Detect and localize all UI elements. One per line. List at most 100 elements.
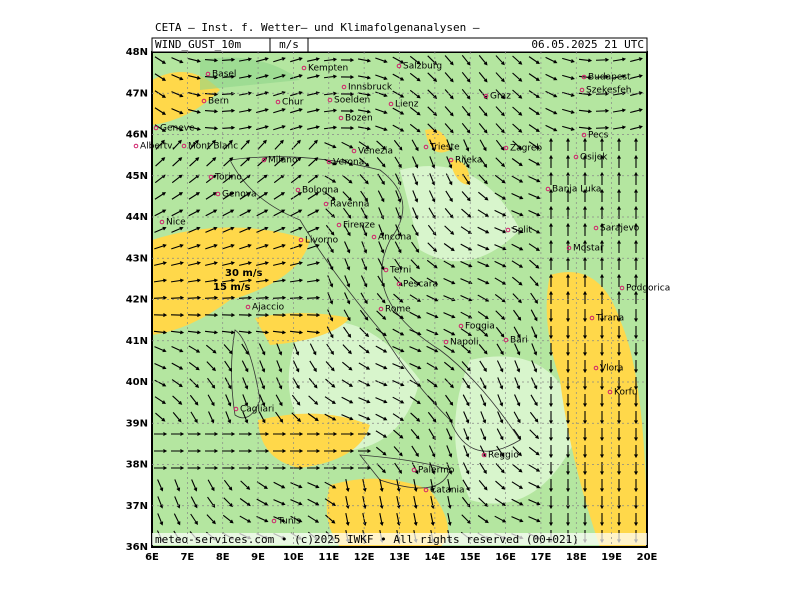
- wind-arrow: [545, 56, 558, 64]
- wind-arrow: [256, 125, 269, 131]
- wind-arrow: [617, 326, 621, 340]
- wind-arrow: [428, 190, 436, 203]
- wind-arrow: [221, 278, 236, 283]
- wind-arrow: [528, 193, 541, 200]
- wind-arrow: [225, 411, 232, 424]
- city-marker: [566, 245, 572, 251]
- lon-label: 9E: [251, 552, 265, 563]
- lon-label: 19E: [601, 552, 622, 563]
- wind-arrow: [171, 57, 184, 64]
- wind-arrow: [531, 343, 538, 356]
- wind-arrow: [612, 57, 627, 62]
- wind-arrow: [306, 313, 321, 318]
- wind-arrow: [549, 154, 553, 168]
- wind-arrow: [549, 377, 553, 391]
- wind-arrow: [494, 174, 506, 184]
- city-marker: [205, 71, 211, 77]
- wind-arrow: [273, 57, 286, 63]
- wind-arrow: [393, 429, 404, 439]
- wind-arrow: [446, 445, 453, 458]
- wind-field: [152, 52, 647, 547]
- city-label: Venezia: [358, 147, 393, 157]
- wind-arrow: [324, 175, 337, 183]
- wind-arrow: [222, 449, 236, 453]
- wind-arrow: [461, 122, 471, 134]
- wind-arrow: [478, 191, 489, 201]
- city-label: Nice: [166, 218, 186, 228]
- wind-arrow: [171, 108, 184, 115]
- wind-arrow: [495, 157, 506, 168]
- city-label: Chur: [282, 98, 304, 108]
- wind-arrow: [289, 330, 304, 335]
- wind-arrow: [600, 326, 604, 340]
- wind-arrow: [171, 362, 184, 370]
- wind-arrow: [323, 57, 338, 62]
- wind-arrow: [444, 55, 454, 66]
- wind-arrow: [494, 244, 507, 251]
- wind-arrow: [634, 154, 638, 168]
- wind-arrow: [341, 158, 354, 166]
- wind-arrow: [206, 361, 216, 372]
- wind-arrow: [327, 292, 334, 305]
- wind-arrow: [392, 346, 405, 353]
- wind-arrow: [225, 394, 232, 407]
- wind-arrow: [345, 479, 350, 493]
- wind-arrow: [342, 344, 352, 355]
- wind-arrow: [187, 330, 202, 335]
- city-marker: [423, 487, 429, 493]
- wind-arrow: [290, 226, 303, 233]
- lat-label: 44N: [126, 212, 148, 223]
- wind-arrow: [172, 412, 182, 423]
- lon-label: 10E: [283, 552, 304, 563]
- wind-arrow: [494, 209, 507, 217]
- wind-arrow: [376, 310, 387, 320]
- wind-arrow: [342, 191, 352, 202]
- wind-arrow: [479, 139, 487, 152]
- wind-arrow: [308, 157, 319, 167]
- wind-arrow: [377, 190, 385, 203]
- city-marker: [607, 389, 613, 395]
- wind-arrow: [205, 261, 218, 266]
- wind-arrow: [444, 378, 454, 389]
- wind-arrow: [272, 278, 287, 283]
- city-marker: [233, 406, 239, 412]
- wind-arrow: [478, 174, 488, 185]
- wind-arrow: [375, 74, 388, 81]
- city-marker: [503, 337, 509, 343]
- wind-arrow: [443, 312, 456, 319]
- city-label: Albertv.: [140, 142, 175, 152]
- wind-arrow: [242, 394, 249, 407]
- wind-arrow: [578, 75, 593, 80]
- city-label: Budapest: [588, 73, 631, 83]
- wind-arrow: [630, 57, 643, 63]
- wind-arrow: [204, 295, 219, 300]
- wind-arrow: [463, 411, 470, 424]
- wind-arrow: [634, 428, 638, 442]
- city-marker: [261, 157, 267, 163]
- wind-arrow: [460, 226, 472, 234]
- wind-arrow: [443, 345, 456, 353]
- wind-arrow: [375, 430, 388, 438]
- city-marker: [481, 452, 487, 458]
- wind-arrow: [600, 343, 604, 357]
- wind-arrow: [463, 428, 470, 441]
- wind-arrow: [326, 258, 334, 271]
- wind-arrow: [512, 106, 523, 116]
- wind-arrow: [223, 157, 234, 167]
- city-label: Livorno: [305, 236, 339, 246]
- wind-arrow: [427, 411, 437, 423]
- wind-arrow: [341, 449, 355, 453]
- wind-arrow: [566, 479, 570, 493]
- wind-arrow: [583, 513, 587, 527]
- wind-arrow: [583, 343, 587, 357]
- wind-arrow: [204, 75, 219, 80]
- wind-arrow: [290, 515, 303, 523]
- wind-arrow: [566, 445, 570, 459]
- wind-arrow: [634, 137, 638, 151]
- wind-arrow: [155, 412, 166, 422]
- wind-arrow: [529, 259, 540, 269]
- wind-arrow: [595, 91, 610, 96]
- city-label: Pescara: [403, 280, 438, 290]
- wind-arrow: [617, 154, 621, 168]
